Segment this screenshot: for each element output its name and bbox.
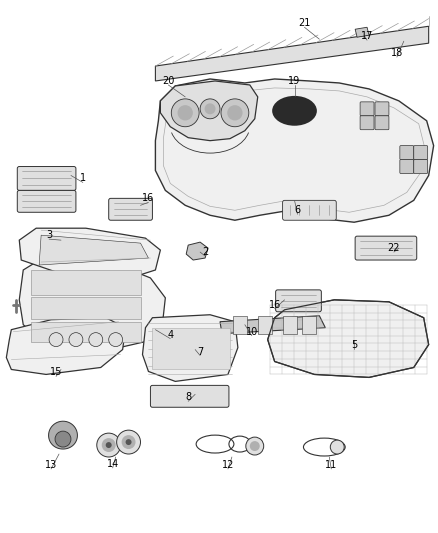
Text: 18: 18 [391, 48, 403, 58]
Circle shape [171, 99, 199, 127]
Circle shape [200, 99, 220, 119]
Text: 21: 21 [298, 18, 311, 28]
Text: 16: 16 [268, 300, 281, 310]
Ellipse shape [272, 96, 317, 126]
Circle shape [126, 439, 131, 445]
Text: 22: 22 [388, 243, 400, 253]
FancyBboxPatch shape [414, 146, 427, 159]
FancyBboxPatch shape [375, 116, 389, 130]
Circle shape [117, 430, 141, 454]
FancyBboxPatch shape [400, 146, 414, 159]
Polygon shape [160, 81, 258, 141]
Text: 10: 10 [246, 327, 258, 337]
Polygon shape [355, 27, 369, 37]
Text: 11: 11 [325, 460, 337, 470]
Text: 3: 3 [46, 230, 52, 240]
Circle shape [106, 442, 112, 448]
FancyBboxPatch shape [303, 316, 316, 334]
Circle shape [69, 333, 83, 346]
Circle shape [205, 103, 215, 114]
Polygon shape [19, 262, 165, 350]
FancyBboxPatch shape [355, 236, 417, 260]
FancyBboxPatch shape [31, 297, 141, 319]
Circle shape [55, 431, 71, 447]
FancyBboxPatch shape [109, 198, 152, 220]
FancyBboxPatch shape [150, 385, 229, 407]
Circle shape [97, 433, 120, 457]
FancyBboxPatch shape [414, 159, 427, 173]
Text: 13: 13 [45, 460, 57, 470]
FancyBboxPatch shape [283, 316, 297, 334]
Circle shape [109, 333, 123, 346]
Polygon shape [7, 318, 126, 375]
FancyBboxPatch shape [283, 200, 336, 220]
Text: 4: 4 [167, 329, 173, 340]
Text: 17: 17 [361, 31, 373, 41]
Circle shape [102, 438, 116, 452]
Polygon shape [49, 421, 78, 449]
FancyBboxPatch shape [17, 190, 76, 212]
Polygon shape [155, 79, 434, 222]
Circle shape [221, 99, 249, 127]
Text: 15: 15 [50, 367, 62, 377]
FancyBboxPatch shape [276, 290, 321, 312]
Text: 19: 19 [288, 76, 300, 86]
FancyBboxPatch shape [233, 316, 247, 334]
Text: 6: 6 [294, 205, 300, 215]
Circle shape [227, 105, 243, 120]
Circle shape [122, 435, 135, 449]
Polygon shape [39, 235, 148, 265]
Polygon shape [142, 315, 238, 382]
Text: 20: 20 [162, 76, 174, 86]
FancyBboxPatch shape [17, 166, 76, 190]
Circle shape [49, 333, 63, 346]
Text: 12: 12 [222, 460, 234, 470]
Polygon shape [19, 228, 160, 278]
Polygon shape [155, 26, 429, 81]
FancyBboxPatch shape [31, 270, 141, 295]
Circle shape [89, 333, 103, 346]
Polygon shape [220, 316, 325, 334]
Text: 16: 16 [142, 193, 155, 204]
Circle shape [246, 437, 264, 455]
Text: 1: 1 [80, 173, 86, 183]
Text: 5: 5 [351, 340, 357, 350]
Circle shape [177, 105, 193, 120]
FancyBboxPatch shape [360, 102, 374, 116]
Polygon shape [268, 300, 429, 377]
FancyBboxPatch shape [375, 102, 389, 116]
FancyBboxPatch shape [31, 322, 141, 342]
Polygon shape [186, 242, 208, 260]
FancyBboxPatch shape [360, 116, 374, 130]
Text: 8: 8 [185, 392, 191, 402]
Circle shape [330, 440, 344, 454]
FancyBboxPatch shape [152, 328, 230, 369]
FancyBboxPatch shape [258, 316, 272, 334]
Text: 14: 14 [106, 459, 119, 469]
Text: 7: 7 [197, 346, 203, 357]
FancyBboxPatch shape [400, 159, 414, 173]
Text: 2: 2 [202, 247, 208, 257]
Circle shape [250, 441, 260, 451]
